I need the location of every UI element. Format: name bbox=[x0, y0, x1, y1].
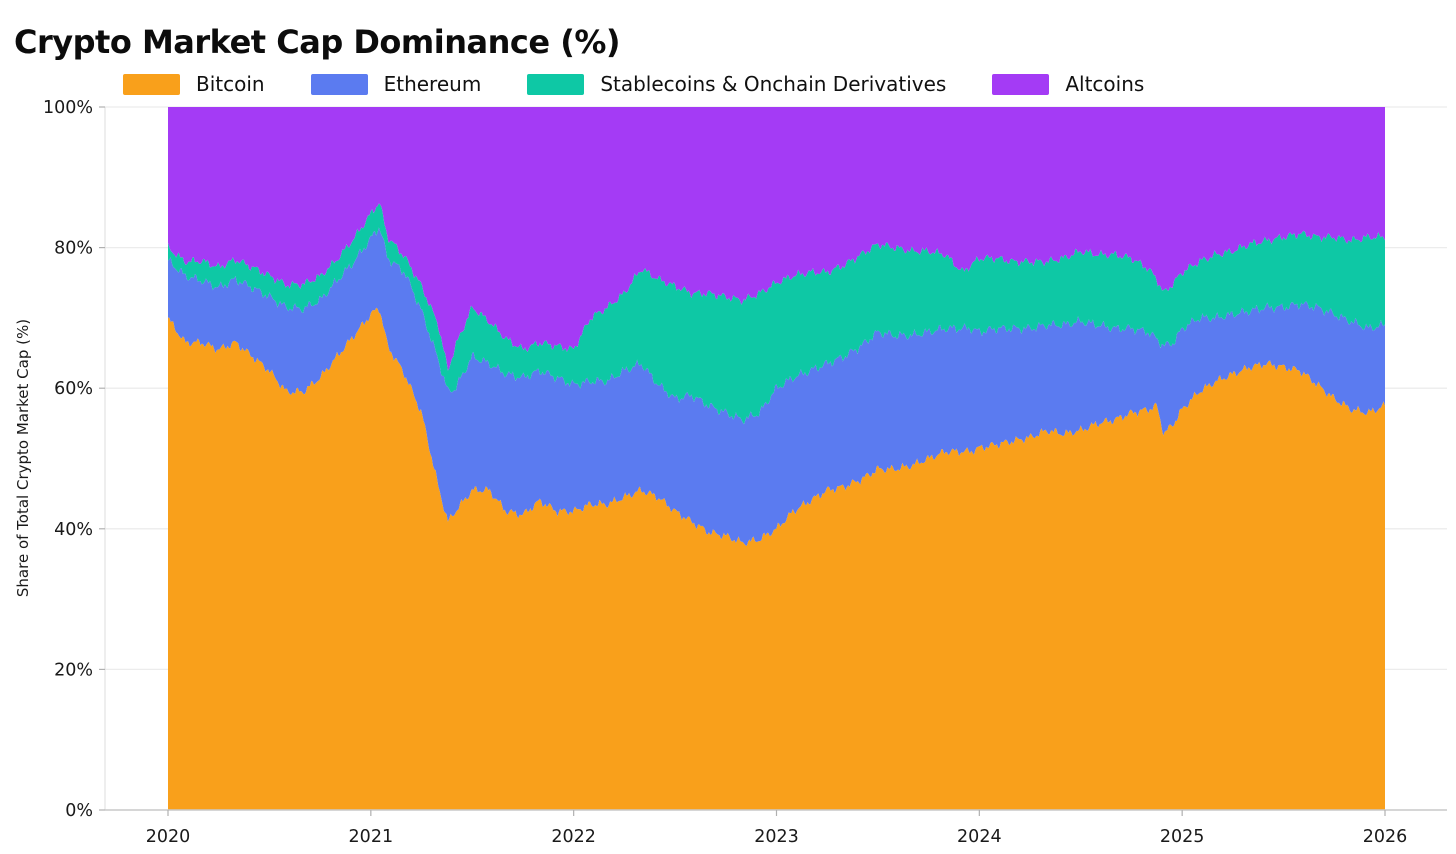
y-tick-label-0: 0% bbox=[65, 801, 93, 821]
chart-title: Crypto Market Cap Dominance (%) bbox=[14, 23, 621, 62]
area-altcoins bbox=[168, 107, 1385, 371]
legend: Bitcoin Ethereum Stablecoins & Onchain D… bbox=[123, 72, 1144, 96]
legend-label-altcoins: Altcoins bbox=[1065, 72, 1145, 96]
area-stablecoins bbox=[168, 203, 1385, 425]
legend-label-stablecoins: Stablecoins & Onchain Derivatives bbox=[600, 72, 947, 96]
x-tick-label-2021: 2021 bbox=[349, 827, 394, 847]
y-tick-label-100: 100% bbox=[43, 98, 93, 118]
legend-label-bitcoin: Bitcoin bbox=[196, 72, 265, 96]
y-tick-label-80: 80% bbox=[54, 239, 93, 259]
y-tick-label-60: 60% bbox=[54, 379, 93, 399]
area-ethereum bbox=[168, 227, 1385, 546]
legend-item-altcoins: Altcoins bbox=[992, 72, 1144, 96]
x-tick-label-2023: 2023 bbox=[754, 827, 799, 847]
legend-label-ethereum: Ethereum bbox=[383, 72, 482, 96]
legend-swatch-stablecoins-icon bbox=[527, 73, 585, 95]
x-tick-label-2025: 2025 bbox=[1160, 827, 1205, 847]
x-tick-label-2024: 2024 bbox=[957, 827, 1002, 847]
area-bitcoin bbox=[168, 307, 1385, 810]
legend-item-bitcoin: Bitcoin bbox=[123, 72, 265, 96]
x-tick-label-2020: 2020 bbox=[146, 827, 191, 847]
x-tick-label-2026: 2026 bbox=[1363, 827, 1408, 847]
y-tick-label-40: 40% bbox=[54, 520, 93, 540]
x-tick-label-2022: 2022 bbox=[551, 827, 596, 847]
legend-swatch-altcoins-icon bbox=[992, 73, 1050, 95]
legend-item-ethereum: Ethereum bbox=[310, 72, 482, 96]
legend-item-stablecoins: Stablecoins & Onchain Derivatives bbox=[527, 72, 946, 96]
legend-swatch-bitcoin-icon bbox=[123, 73, 180, 95]
y-tick-label-20: 20% bbox=[54, 660, 93, 680]
legend-swatch-ethereum-icon bbox=[310, 73, 368, 95]
